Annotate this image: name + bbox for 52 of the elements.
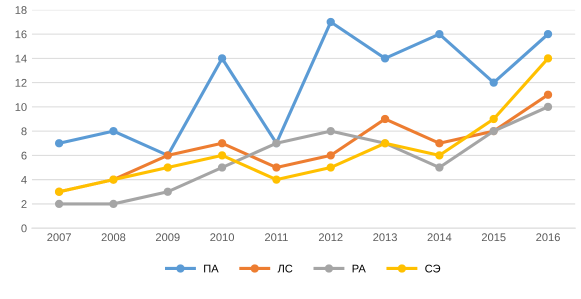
point (109, 200, 118, 208)
point (218, 163, 226, 172)
x-tick-label: 2015 (482, 233, 506, 242)
x-tick-label: 2008 (102, 233, 126, 242)
y-tick-label: 12 (16, 78, 27, 87)
point (380, 114, 390, 124)
x-tick-label: 2009 (156, 233, 180, 242)
x-tick-label: 2013 (373, 233, 397, 242)
point (272, 175, 281, 184)
point (435, 163, 444, 172)
legend-label: ЛС (278, 264, 292, 272)
legend-label: ПА (204, 264, 219, 272)
point (218, 139, 226, 148)
y-tick-label: 18 (16, 6, 27, 14)
x-tick-label: 2014 (428, 233, 452, 242)
point (326, 163, 335, 172)
x-tick-label: 2007 (47, 233, 71, 242)
y-tick-label: 8 (21, 127, 27, 136)
point (544, 102, 552, 112)
point (218, 151, 226, 160)
point (544, 54, 552, 63)
y-tick-label: 14 (16, 54, 27, 62)
x-tick-label: 2011 (265, 233, 288, 242)
legend-label: РА (352, 264, 366, 272)
point (164, 163, 172, 172)
point (380, 54, 390, 63)
y-tick-label: 4 (21, 176, 27, 184)
y-tick-label: 16 (16, 30, 27, 38)
legend-label: СЭ (425, 264, 440, 272)
point (490, 114, 498, 124)
y-tick-label: 6 (21, 152, 27, 160)
point (435, 30, 444, 38)
point (218, 54, 226, 63)
y-tick-label: 2 (21, 200, 27, 208)
x-tick-label: 2016 (536, 233, 560, 242)
point (109, 126, 118, 136)
y-tick-label: 10 (16, 103, 27, 112)
point (544, 30, 552, 38)
point (544, 90, 552, 99)
x-tick-label: 2012 (318, 233, 343, 242)
point (326, 126, 335, 136)
point (326, 151, 335, 160)
point (164, 188, 172, 196)
point (272, 163, 281, 172)
point (326, 18, 335, 26)
point (54, 200, 64, 208)
point (54, 139, 64, 148)
point (435, 151, 444, 160)
point (490, 78, 498, 87)
point (435, 139, 444, 148)
x-tick-label: 2010 (210, 233, 234, 242)
y-tick-label: 0 (21, 224, 27, 232)
